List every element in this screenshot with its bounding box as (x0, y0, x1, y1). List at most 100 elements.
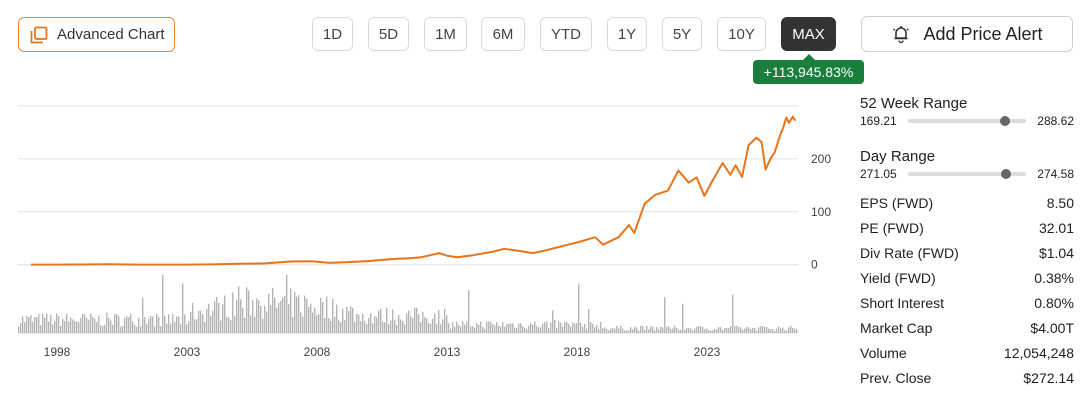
stat-value: 32.01 (1038, 220, 1074, 236)
volume-bar (504, 326, 506, 333)
volume-bar (230, 320, 232, 333)
range-10y-button[interactable]: 10Y (717, 17, 766, 51)
volume-bar (36, 317, 38, 333)
volume-bar (152, 316, 154, 333)
volume-bar (290, 288, 292, 333)
volume-bar (746, 326, 748, 333)
range-ytd-button[interactable]: YTD (540, 17, 592, 51)
volume-bar (554, 320, 556, 333)
volume-bar (772, 329, 774, 333)
volume-bar (50, 314, 52, 333)
volume-bar (234, 316, 236, 333)
volume-bar (402, 321, 404, 333)
volume-bar (30, 315, 32, 333)
volume-bar (412, 318, 414, 333)
volume-bar (206, 308, 208, 333)
volume-bar (242, 307, 244, 333)
stat-label: Yield (FWD) (860, 270, 936, 286)
range-1d-button[interactable]: 1D (312, 17, 353, 51)
range-5d-button[interactable]: 5D (368, 17, 409, 51)
volume-bar (168, 314, 170, 333)
volume-bar (428, 322, 430, 333)
volume-bar (508, 323, 510, 333)
volume-bar (758, 327, 760, 333)
price-change-badge: +113,945.83% (753, 54, 864, 84)
volume-bar (788, 327, 790, 333)
volume-bar (288, 303, 290, 333)
volume-bar (20, 322, 22, 333)
volume-bar (326, 296, 328, 333)
volume-bar (304, 295, 306, 333)
volume-bar (64, 320, 66, 333)
chart-window-icon (30, 26, 48, 44)
volume-bar (136, 326, 138, 333)
add-price-alert-button[interactable]: Add Price Alert (861, 16, 1073, 52)
volume-bar (732, 294, 734, 333)
volume-bar (448, 323, 450, 333)
range-max-button[interactable]: MAX (781, 17, 836, 51)
volume-bar (470, 326, 472, 333)
volume-bar (164, 315, 166, 333)
volume-bar (252, 300, 254, 333)
volume-bar (590, 322, 592, 333)
volume-bar (454, 326, 456, 333)
stat-value: $272.14 (1023, 370, 1074, 386)
volume-bar (280, 300, 282, 333)
volume-bar (624, 330, 626, 333)
volume-bar (174, 321, 176, 333)
volume-bar (338, 319, 340, 333)
volume-bar (620, 325, 622, 333)
volume-bar (108, 317, 110, 333)
volume-bar (356, 314, 358, 333)
volume-bar (384, 322, 386, 333)
volume-bar (662, 327, 664, 333)
week52-range-title: 52 Week Range (860, 95, 968, 112)
volume-bar (482, 326, 484, 333)
volume-bar (488, 321, 490, 333)
volume-bar (794, 328, 796, 333)
volume-bar (698, 326, 700, 333)
price-chart[interactable]: 0 100 200 1998 2003 2008 2013 2018 2023 (0, 100, 840, 375)
volume-bar (126, 316, 128, 333)
volume-bar (278, 303, 280, 333)
volume-bar (26, 316, 28, 333)
volume-bar (744, 328, 746, 333)
volume-bar (216, 296, 218, 333)
volume-bar (754, 327, 756, 333)
volume-bar (520, 323, 522, 333)
volume-bar (186, 324, 188, 333)
range-6m-button[interactable]: 6M (481, 17, 525, 51)
stat-eps: EPS (FWD) 8.50 (860, 191, 1074, 216)
volume-bar (150, 315, 152, 333)
volume-bar (180, 324, 182, 333)
advanced-chart-button[interactable]: Advanced Chart (18, 17, 175, 52)
volume-bar (406, 313, 408, 333)
volume-bar (594, 327, 596, 333)
volume-bar (284, 295, 286, 333)
stat-market-cap: Market Cap $4.00T (860, 316, 1074, 341)
range-1m-button[interactable]: 1M (424, 17, 467, 51)
volume-bar (478, 324, 480, 333)
volume-bar (586, 328, 588, 333)
stat-label: Div Rate (FWD) (860, 245, 959, 261)
volume-bar (750, 329, 752, 333)
volume-bar (566, 321, 568, 333)
volume-bar (708, 330, 710, 333)
volume-bar (172, 314, 174, 333)
range-1y-button[interactable]: 1Y (607, 17, 647, 51)
volume-bar (632, 329, 634, 333)
volume-bar (426, 318, 428, 333)
volume-bar (74, 321, 76, 333)
volume-bar (500, 326, 502, 333)
volume-bar (84, 314, 86, 333)
volume-bar (696, 326, 698, 333)
volume-bar (666, 327, 668, 333)
stat-value: 12,054,248 (1003, 345, 1074, 361)
range-5y-button[interactable]: 5Y (662, 17, 702, 51)
volume-bar (440, 324, 442, 333)
volume-bar (706, 328, 708, 333)
volume-bar (416, 307, 418, 333)
volume-bar (626, 330, 628, 333)
volume-bar (578, 283, 580, 333)
volume-bar (432, 318, 434, 333)
